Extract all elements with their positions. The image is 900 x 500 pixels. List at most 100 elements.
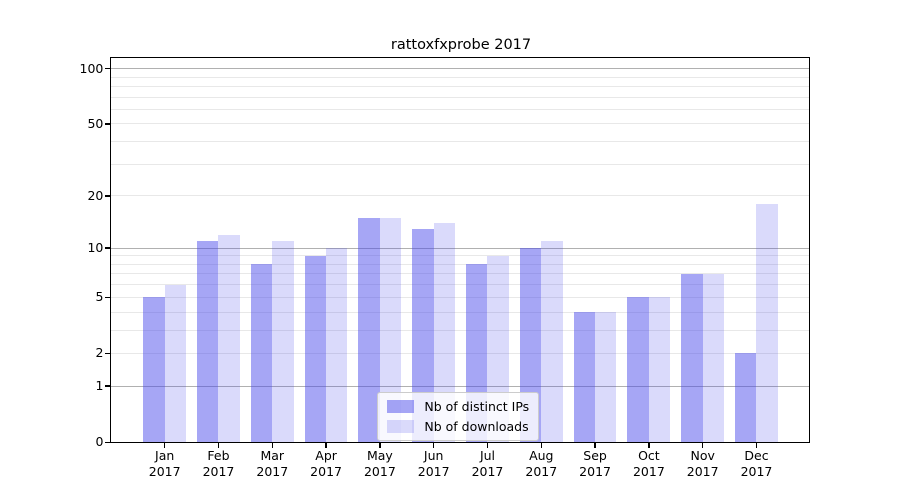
y-tick	[104, 352, 110, 355]
gridline-minor	[111, 141, 810, 143]
gridline-minor	[111, 195, 810, 197]
x-tick-label: Jul 2017	[457, 448, 517, 479]
x-tick-month: Mar	[260, 448, 285, 464]
x-tick-month: Oct	[638, 448, 660, 464]
gridline-minor	[111, 96, 810, 98]
bar-downloads-nov	[702, 273, 725, 443]
y-tick-label: 50	[87, 115, 104, 131]
y-tick	[104, 67, 110, 70]
x-tick-year: 2017	[632, 463, 665, 479]
gridline-minor	[111, 284, 810, 286]
x-tick-month: Jun	[423, 448, 444, 464]
x-tick	[271, 442, 274, 449]
bar-ips-sep	[573, 312, 596, 443]
y-tick	[104, 385, 110, 387]
x-tick	[594, 442, 596, 449]
bar-downloads-dec	[756, 203, 778, 443]
x-tick-month: Jul	[479, 448, 496, 464]
legend-swatch-downloads	[387, 420, 415, 434]
bar-ips-jun	[412, 228, 434, 443]
bar-ips-oct	[627, 297, 649, 443]
x-tick-month: Aug	[529, 448, 554, 464]
x-tick-year: 2017	[148, 463, 181, 479]
bar-downloads-mar	[272, 241, 294, 443]
x-tick	[379, 442, 381, 449]
x-tick-month: Jan	[155, 448, 175, 464]
x-tick	[648, 442, 650, 449]
bar-ips-feb	[197, 241, 219, 443]
gridline-minor	[111, 163, 810, 165]
y-tick-label: 1	[95, 378, 104, 394]
bar-ips-mar	[250, 264, 273, 443]
bar-ips-apr	[304, 255, 327, 443]
y-tick-label: 5	[95, 289, 104, 305]
x-tick	[432, 442, 435, 449]
bar-downloads-apr	[326, 248, 348, 443]
gridline-minor	[111, 263, 810, 265]
x-tick-label: Apr 2017	[296, 448, 356, 479]
bar-ips-jan	[143, 297, 165, 443]
y-tick-label: 20	[87, 187, 104, 203]
gridline-minor	[111, 311, 810, 313]
gridline-minor	[111, 352, 810, 354]
x-tick-month: Apr	[315, 448, 337, 464]
x-tick-year: 2017	[525, 463, 558, 479]
plot-area: 0 1 2 5 10 20 50 100 Jan 2017 Feb 2017 Mar 2017 Apr 201…	[80, 57, 811, 479]
x-tick-month: Dec	[744, 448, 769, 464]
x-tick-label: May 2017	[350, 448, 410, 479]
gridline-minor	[111, 85, 810, 87]
gridline-major	[111, 68, 810, 70]
x-tick	[755, 442, 758, 449]
chart-title: rattoxfxprobe 2017	[390, 37, 532, 53]
gridline-major	[111, 385, 810, 387]
x-tick-year: 2017	[256, 463, 289, 479]
gridline-minor	[111, 329, 810, 331]
y-tick	[104, 195, 110, 197]
x-tick	[217, 442, 220, 449]
gridline-minor	[111, 108, 810, 110]
bar-downloads-may	[379, 217, 402, 443]
x-tick-label: Sep 2017	[565, 448, 625, 479]
x-tick	[325, 442, 327, 449]
y-tick	[104, 296, 110, 298]
x-tick-year: 2017	[310, 463, 342, 479]
gridline-minor	[111, 76, 810, 78]
y-tick-label: 0	[95, 434, 104, 450]
x-tick-month: Nov	[690, 448, 715, 464]
x-tick-month: May	[366, 448, 393, 464]
bar-ips-nov	[681, 273, 703, 443]
legend-row: Nb of distinct IPs	[387, 399, 529, 414]
x-tick-month: Sep	[583, 448, 607, 464]
y-tick-label: 2	[95, 345, 104, 361]
gridline-minor	[111, 296, 810, 298]
x-tick	[540, 442, 543, 449]
gridline-minor	[111, 255, 810, 257]
x-tick-label: Dec 2017	[726, 448, 786, 479]
legend-row: Nb of downloads	[387, 419, 529, 434]
x-tick-year: 2017	[363, 463, 396, 479]
y-tick	[104, 123, 110, 125]
x-tick-year: 2017	[686, 463, 719, 479]
gridline-major	[111, 247, 810, 249]
bar-downloads-sep	[595, 312, 617, 443]
legend: Nb of distinct IPs Nb of downloads	[377, 392, 540, 442]
legend-swatch-distinct-ips	[387, 400, 415, 414]
bar-downloads-jun	[433, 223, 456, 443]
x-tick-year: 2017	[417, 463, 450, 479]
bar-downloads-feb	[218, 234, 240, 443]
x-tick-year: 2017	[202, 463, 235, 479]
bar-downloads-oct	[648, 297, 671, 443]
gridline-minor	[111, 123, 810, 125]
x-tick-label: Mar 2017	[242, 448, 302, 479]
x-tick-label: Nov 2017	[673, 448, 733, 479]
x-tick-label: Feb 2017	[188, 448, 248, 479]
bar-downloads-jan	[164, 284, 187, 443]
bar-ips-dec	[735, 353, 757, 443]
x-tick	[701, 442, 704, 449]
x-tick-label: Jan 2017	[135, 448, 195, 479]
x-tick-label: Aug 2017	[511, 448, 571, 479]
x-tick-year: 2017	[740, 463, 773, 479]
bar-downloads-aug	[541, 241, 563, 443]
x-tick	[163, 442, 166, 449]
